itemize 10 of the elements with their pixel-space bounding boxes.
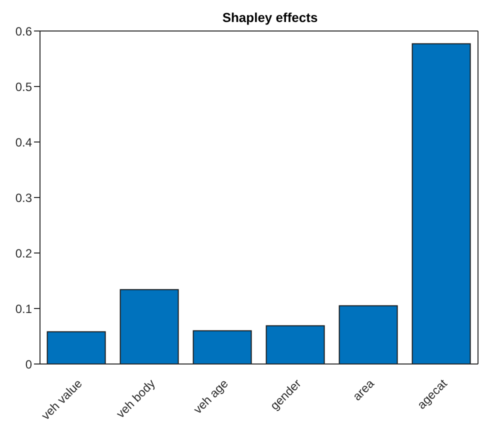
x-tick-label: veh age: [190, 376, 232, 417]
y-tick-label: 0: [25, 357, 32, 372]
y-tick-label: 0.5: [15, 80, 32, 94]
chart-title: Shapley effects: [222, 10, 318, 25]
y-tick-label: 0.3: [15, 190, 32, 205]
x-tick-label: area: [350, 376, 378, 404]
y-tick-label: 0.2: [15, 246, 32, 260]
y-tick-label: 0.1: [15, 302, 32, 316]
y-tick-label: 0.6: [15, 24, 32, 38]
y-tick-label: 0.4: [15, 135, 32, 150]
